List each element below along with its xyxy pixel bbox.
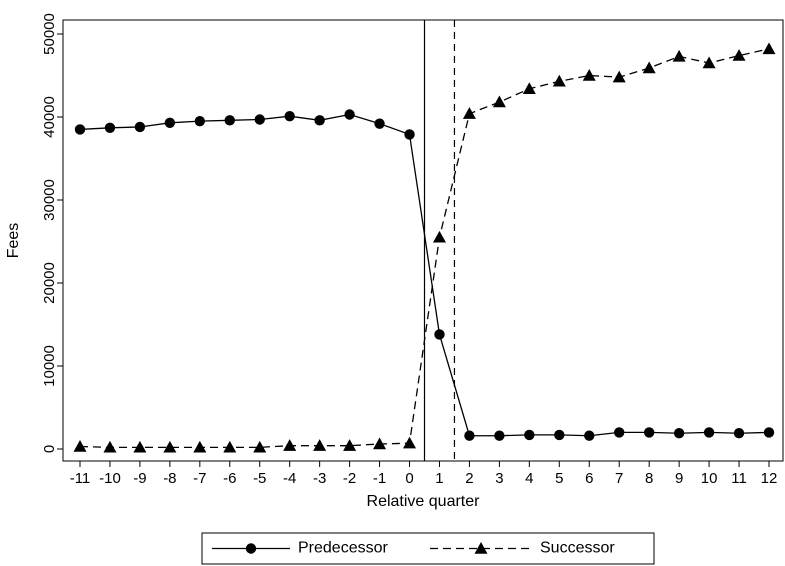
- data-point-predecessor: [584, 430, 595, 441]
- data-point-predecessor: [314, 115, 325, 126]
- data-point-successor: [163, 440, 177, 453]
- legend-label: Successor: [540, 540, 615, 557]
- data-point-successor: [103, 440, 117, 453]
- y-tick-label: 40000: [41, 96, 58, 138]
- y-tick-label: 10000: [41, 345, 58, 387]
- x-tick-label: 6: [585, 470, 593, 487]
- data-point-predecessor: [614, 427, 625, 438]
- data-point-predecessor: [703, 427, 715, 438]
- data-point-successor: [522, 82, 536, 94]
- x-tick-label: -4: [283, 470, 296, 487]
- data-point-successor: [253, 440, 267, 453]
- data-point-successor: [432, 230, 446, 243]
- x-tick-label: 1: [435, 470, 443, 487]
- data-point-predecessor: [673, 428, 685, 439]
- data-point-predecessor: [434, 329, 445, 340]
- x-tick-label: 10: [701, 470, 718, 487]
- y-tick-label: 20000: [41, 262, 58, 304]
- data-point-predecessor: [524, 429, 535, 441]
- data-point-predecessor: [74, 124, 86, 135]
- data-point-successor: [582, 69, 596, 81]
- x-tick-label: -1: [373, 470, 386, 487]
- data-point-successor: [223, 440, 237, 453]
- data-point-predecessor: [554, 429, 565, 441]
- x-tick-label: 12: [761, 470, 778, 487]
- series-predecessor: [74, 109, 775, 441]
- data-point-predecessor: [104, 122, 116, 133]
- data-point-successor: [492, 95, 506, 108]
- data-point-successor: [732, 49, 746, 61]
- data-point-predecessor: [643, 427, 655, 438]
- legend-label: Predecessor: [298, 540, 388, 557]
- data-point-predecessor: [344, 109, 355, 120]
- x-tick-label: -8: [163, 470, 176, 487]
- series-line-successor: [79, 48, 770, 448]
- data-point-predecessor: [194, 115, 206, 127]
- data-point-successor: [672, 49, 686, 62]
- x-tick-label: 3: [495, 470, 503, 487]
- data-point-successor: [702, 56, 716, 69]
- x-tick-label: 7: [615, 470, 623, 487]
- x-tick-label: 8: [645, 470, 653, 487]
- data-point-successor: [313, 439, 327, 451]
- data-point-successor: [642, 61, 656, 74]
- data-point-successor: [762, 42, 776, 55]
- data-point-predecessor: [134, 121, 146, 133]
- series-successor: [73, 42, 776, 453]
- y-tick-label: 30000: [41, 179, 58, 221]
- x-tick-label: -6: [223, 470, 236, 487]
- data-point-predecessor: [254, 114, 265, 125]
- data-point-successor: [373, 437, 387, 450]
- data-point-predecessor: [733, 428, 745, 439]
- data-point-successor: [283, 439, 297, 451]
- data-point-predecessor: [224, 115, 235, 126]
- x-tick-label: 5: [555, 470, 563, 487]
- data-point-successor: [403, 436, 417, 449]
- legend-marker: [474, 542, 488, 554]
- legend-marker: [245, 543, 257, 554]
- x-axis-title: Relative quarter: [367, 493, 481, 510]
- data-point-successor: [552, 74, 566, 87]
- data-point-predecessor: [464, 430, 475, 441]
- data-point-successor: [612, 70, 626, 83]
- legend-item-predecessor: Predecessor: [212, 540, 388, 557]
- x-tick-label: 0: [405, 470, 413, 487]
- data-point-predecessor: [164, 117, 176, 129]
- data-point-predecessor: [374, 118, 385, 129]
- data-point-successor: [462, 107, 476, 119]
- data-point-predecessor: [494, 430, 505, 441]
- x-tick-label: -5: [253, 470, 266, 487]
- data-point-predecessor: [404, 129, 415, 140]
- x-tick-label: -11: [70, 470, 91, 487]
- plot-area: [73, 20, 776, 461]
- y-axis-title: Fees: [5, 223, 22, 259]
- data-point-successor: [133, 440, 147, 453]
- x-tick-label: 2: [465, 470, 473, 487]
- x-tick-label: -10: [99, 470, 121, 487]
- x-tick-label: -3: [313, 470, 326, 487]
- y-tick-label: 50000: [41, 13, 58, 55]
- x-tick-label: 4: [525, 470, 533, 487]
- data-point-successor: [73, 440, 87, 452]
- x-tick-label: -2: [343, 470, 356, 487]
- x-tick-label: -9: [133, 470, 146, 487]
- data-point-predecessor: [763, 427, 775, 438]
- x-tick-label: -7: [193, 470, 206, 487]
- y-tick-label: 0: [41, 445, 58, 453]
- plot-frame: [62, 19, 784, 462]
- x-tick-label: 11: [731, 470, 747, 487]
- data-point-successor: [193, 440, 207, 453]
- legend-item-successor: Successor: [430, 540, 615, 557]
- data-point-successor: [343, 439, 357, 451]
- legend: Predecessor Successor: [201, 532, 655, 565]
- x-tick-label: 9: [675, 470, 683, 487]
- data-point-predecessor: [284, 110, 295, 122]
